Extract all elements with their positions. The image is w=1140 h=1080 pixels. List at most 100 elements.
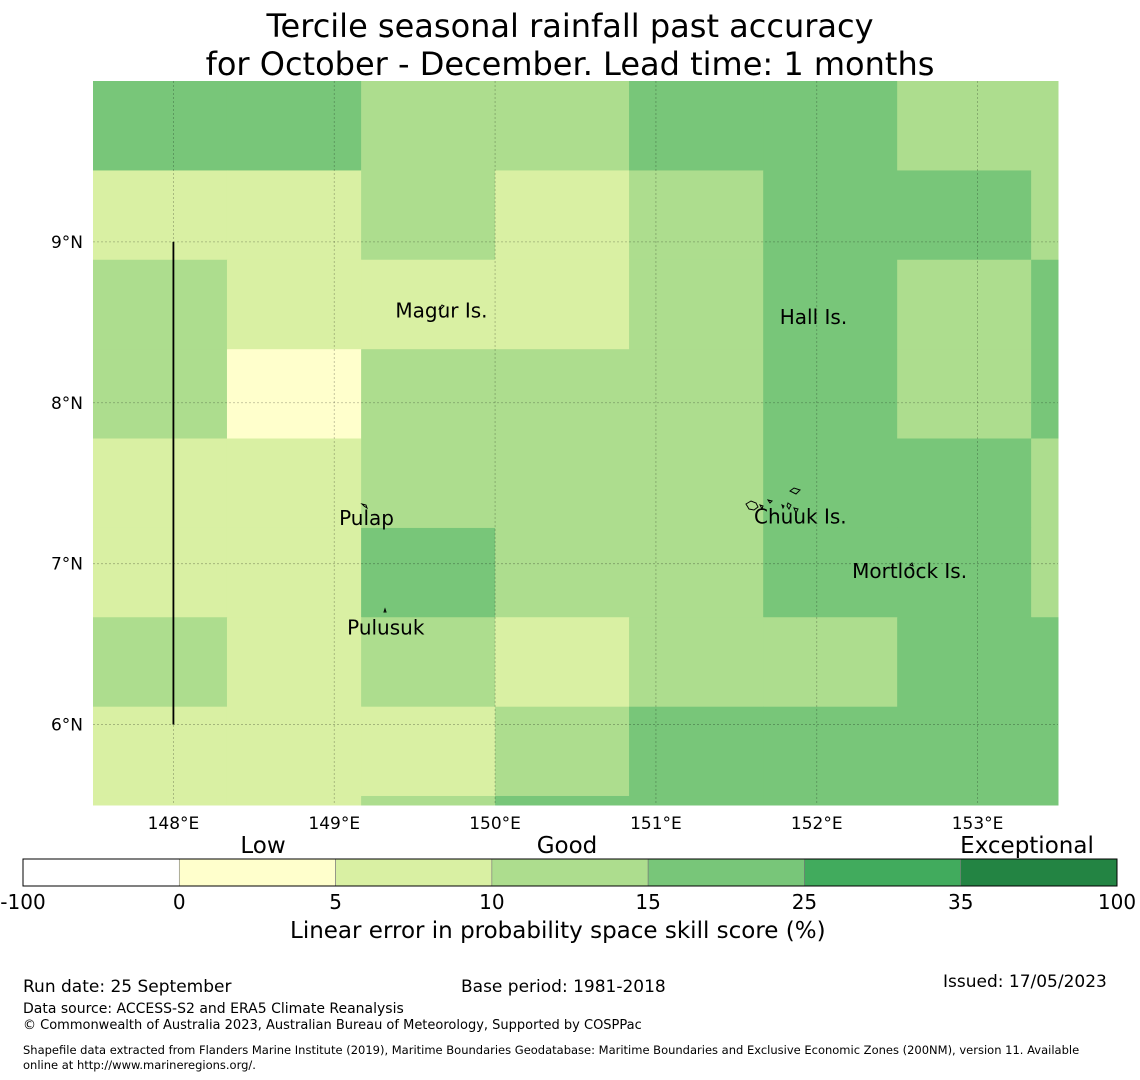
- grid-cell: [1031, 527, 1059, 618]
- grid-cell: [226, 795, 362, 806]
- colorbar-frame: [22, 858, 1118, 887]
- grid-cell: [763, 706, 898, 797]
- grid-cell: [897, 438, 1032, 529]
- colorbar-category-label: Good: [537, 833, 598, 859]
- colorbar-tick-label: 0: [173, 890, 186, 914]
- grid-cell: [226, 438, 362, 529]
- grid-cell: [226, 706, 362, 797]
- grid-cell: [93, 81, 228, 171]
- grid-cell: [629, 81, 764, 171]
- grid-cell: [763, 170, 898, 261]
- grid-cell: [763, 81, 898, 171]
- skill-grid-cells: [93, 81, 1059, 806]
- grid-cell: [93, 349, 228, 439]
- grid-cell: [495, 795, 630, 806]
- grid-cell: [93, 438, 228, 529]
- colorbar-tick-label: 5: [329, 890, 342, 914]
- grid-cell: [897, 170, 1032, 261]
- grid-cell: [629, 617, 764, 708]
- base-period: Base period: 1981-2018: [461, 977, 666, 997]
- grid-cell: [897, 527, 1032, 618]
- colorbar-segment: [804, 858, 962, 887]
- colorbar-category-label: Low: [240, 833, 285, 859]
- grid-cell: [629, 349, 764, 439]
- longitude-tick-label: 150°E: [469, 814, 521, 834]
- grid-cell: [495, 438, 630, 529]
- grid-cell: [763, 527, 898, 618]
- grid-cell: [495, 81, 630, 171]
- grid-cell: [763, 349, 898, 439]
- grid-cell: [495, 706, 630, 797]
- grid-cell: [93, 259, 228, 350]
- latitude-tick-label: 6°N: [51, 716, 83, 736]
- grid-cell: [93, 795, 228, 806]
- grid-cell: [763, 259, 898, 350]
- longitude-tick-label: 152°E: [791, 814, 843, 834]
- grid-cell: [897, 617, 1032, 708]
- shapefile-credit-line-2: online at http://www.marineregions.org/.: [23, 1058, 256, 1072]
- grid-cell: [629, 706, 764, 797]
- grid-cell: [897, 349, 1032, 439]
- colorbar-tick-label: -100: [0, 890, 45, 914]
- grid-cell: [361, 795, 496, 806]
- grid-cell: [226, 349, 362, 439]
- grid-cell: [629, 259, 764, 350]
- grid-cell: [897, 795, 1032, 806]
- shapefile-credit-line-1: Shapefile data extracted from Flanders M…: [23, 1043, 1080, 1057]
- grid-cell: [629, 438, 764, 529]
- grid-cell: [763, 795, 898, 806]
- latitude-tick-label: 8°N: [51, 394, 83, 414]
- grid-cell: [1031, 438, 1059, 529]
- latitude-tick-label: 9°N: [51, 233, 83, 253]
- pulap-island-outline: [360, 503, 368, 510]
- map-title-line-2: for October - December. Lead time: 1 mon…: [205, 45, 935, 83]
- place-label: Magur Is.: [395, 299, 487, 323]
- map-title-line-1: Tercile seasonal rainfall past accuracy: [266, 7, 874, 45]
- longitude-tick-label: 151°E: [630, 814, 682, 834]
- place-labels: Magur Is. Hall Is. Pulap Chuuk Is. Mortlock …: [339, 299, 967, 640]
- grid-cell: [361, 438, 496, 529]
- colorbar-tick-label: 100: [1098, 890, 1136, 914]
- magur-island-outline: [438, 304, 445, 310]
- grid-cell: [495, 527, 630, 618]
- rainfall-skill-map: Magur Is. Hall Is. Pulap Chuuk Is. Mortlock …: [0, 81, 1136, 914]
- latitude-tick-label: 7°N: [51, 555, 83, 575]
- grid-cell: [361, 81, 496, 171]
- data-source: Data source: ACCESS-S2 and ERA5 Climate …: [23, 1001, 404, 1017]
- place-label: Pulusuk: [347, 615, 425, 639]
- copyright-notice: © Commonwealth of Australia 2023, Austra…: [23, 1018, 642, 1033]
- longitude-tick-label: 149°E: [308, 814, 360, 834]
- grid-cell: [1031, 617, 1059, 708]
- grid-cell: [897, 81, 1032, 171]
- grid-cell: [226, 527, 362, 618]
- grid-cell: [495, 349, 630, 439]
- grid-cell: [361, 617, 496, 708]
- grid-cell: [226, 170, 362, 261]
- grid-cell: [93, 170, 228, 261]
- grid-cell: [361, 170, 496, 261]
- grid-cell: [361, 349, 496, 439]
- grid-cell: [1031, 706, 1059, 797]
- grid-cell: [226, 81, 362, 171]
- grid-cell: [1031, 259, 1059, 350]
- grid-cell: [226, 259, 362, 350]
- grid-cell: [629, 795, 764, 806]
- colorbar-tick-label: 15: [635, 890, 660, 914]
- colorbar-segment: [960, 858, 1118, 887]
- place-label: Chuuk Is.: [754, 504, 847, 528]
- chuuk-island-outline: [745, 487, 801, 515]
- place-label: Hall Is.: [780, 305, 847, 329]
- grid-cell: [93, 527, 228, 618]
- grid-cell: [1031, 170, 1059, 261]
- colorbar-axis-label: Linear error in probability space skill …: [290, 918, 826, 944]
- place-label: Pulap: [339, 506, 394, 530]
- colorbar-tick-label: 10: [479, 890, 504, 914]
- grid-cell: [1031, 795, 1059, 806]
- grid-cell: [93, 706, 228, 797]
- grid-cell: [93, 617, 228, 708]
- grid-cell: [763, 617, 898, 708]
- issued-date: Issued: 17/05/2023: [943, 972, 1107, 992]
- grid-cell: [897, 259, 1032, 350]
- colorbar-segment: [22, 858, 180, 887]
- colorbar: -100 0 5 10 15 25 35 100 Low Good Exceptional: [0, 833, 1136, 914]
